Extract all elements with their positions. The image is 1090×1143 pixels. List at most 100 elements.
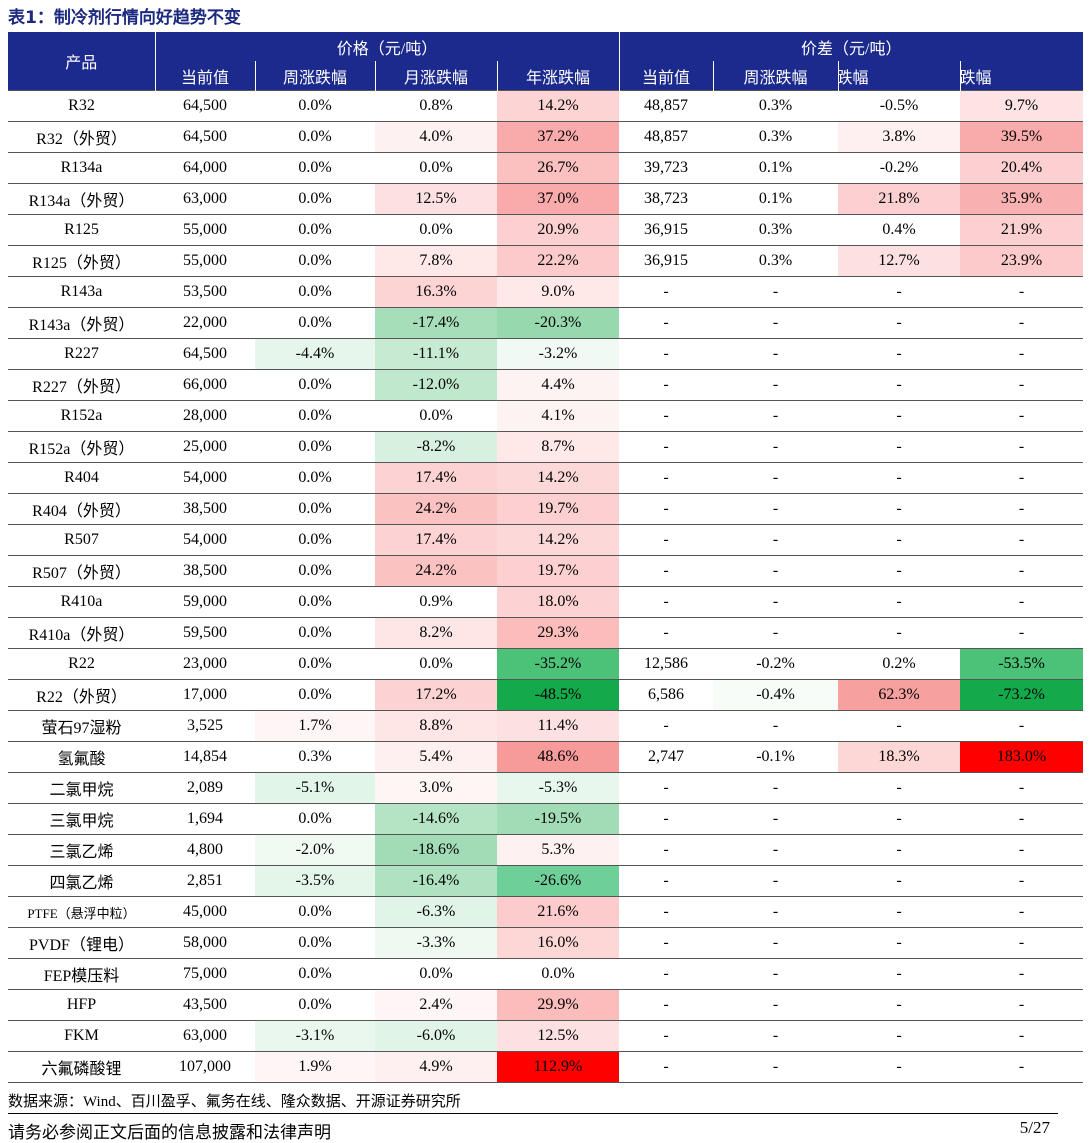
value-cell: 4,800 [155,834,255,866]
divider [8,1113,1058,1114]
value-cell: 17.4% [375,462,497,494]
value-cell: - [713,896,839,928]
value-cell: - [838,400,961,432]
value-cell: 8.7% [497,431,620,463]
value-cell: -3.2% [497,338,620,370]
value-cell: - [619,772,714,804]
value-cell: 14.2% [497,524,620,556]
table-row: FKM 63,000 -3.1% -6.0% 12.5% - - - - [8,1020,1084,1052]
value-cell: - [960,400,1084,432]
value-cell: 5.3% [497,834,620,866]
value-cell: 19.7% [497,555,620,587]
value-cell: - [713,493,839,525]
value-cell: -6.3% [375,896,497,928]
value-cell: - [960,865,1084,897]
value-cell: - [838,276,961,308]
value-cell: - [619,1020,714,1052]
value-cell: 12.5% [497,1020,620,1052]
value-cell: 12.5% [375,183,497,215]
value-cell: 63,000 [155,183,255,215]
value-cell: 18.0% [497,586,620,618]
value-cell: - [838,1020,961,1052]
value-cell: 24.2% [375,493,497,525]
value-cell: - [838,586,961,618]
product-cell: R227（外贸） [8,369,155,401]
table-row: R152a（外贸） 25,000 0.0% -8.2% 8.7% - - - - [8,431,1084,463]
value-cell: -3.5% [255,865,375,897]
value-cell: -0.1% [713,741,839,773]
value-cell: - [619,989,714,1021]
value-cell: 0.9% [375,586,497,618]
value-cell: - [838,617,961,649]
product-cell: R32（外贸） [8,121,155,153]
value-cell: 0.3% [713,121,839,153]
value-cell: - [838,989,961,1021]
value-cell: 0.0% [255,431,375,463]
product-cell: 氢氟酸 [8,741,155,773]
value-cell: 0.0% [255,369,375,401]
value-cell: - [619,958,714,990]
value-cell: 4.4% [497,369,620,401]
header-cell: 年涨跌幅 [959,61,1084,91]
value-cell: 0.0% [255,493,375,525]
table-title: 表1：制冷剂行情向好趋势不变 [8,8,241,28]
value-cell: - [960,958,1084,990]
value-cell: - [960,307,1084,339]
value-cell: - [713,617,839,649]
value-cell: 2,851 [155,865,255,897]
value-cell: 1.7% [255,710,375,742]
value-cell: - [960,524,1084,556]
value-cell: - [960,555,1084,587]
value-cell: -14.6% [375,803,497,835]
product-cell: R507 [8,524,155,556]
product-cell: R227 [8,338,155,370]
table-row: R134a（外贸） 63,000 0.0% 12.5% 37.0% 38,723 0.1% 2… [8,183,1084,215]
value-cell: - [838,710,961,742]
value-cell: - [619,803,714,835]
value-cell: - [619,555,714,587]
value-cell: - [960,617,1084,649]
table-row: R134a 64,000 0.0% 0.0% 26.7% 39,723 0.1% -0.2% 2… [8,152,1084,184]
value-cell: 12.7% [838,245,961,277]
table-row: R404（外贸） 38,500 0.0% 24.2% 19.7% - - - - [8,493,1084,525]
value-cell: -19.5% [497,803,620,835]
value-cell: -12.0% [375,369,497,401]
value-cell: - [838,431,961,463]
table-row: R404 54,000 0.0% 17.4% 14.2% - - - - [8,462,1084,494]
value-cell: 45,000 [155,896,255,928]
value-cell: 14,854 [155,741,255,773]
value-cell: - [713,865,839,897]
header-cell: 周涨跌幅 [254,61,375,91]
value-cell: - [713,834,839,866]
value-cell: - [619,338,714,370]
value-cell: 28,000 [155,400,255,432]
value-cell: 0.0% [255,276,375,308]
value-cell: - [838,865,961,897]
value-cell: - [838,927,961,959]
value-cell: 0.3% [255,741,375,773]
value-cell: 64,500 [155,121,255,153]
value-cell: - [713,338,839,370]
product-cell: 三氯甲烷 [8,803,155,835]
value-cell: - [838,1051,961,1083]
value-cell: - [713,803,839,835]
value-cell: - [838,834,961,866]
value-cell: 3.0% [375,772,497,804]
value-cell: - [960,1020,1084,1052]
value-cell: - [960,834,1084,866]
value-cell: - [619,617,714,649]
value-cell: 0.0% [375,214,497,246]
value-cell: 8.8% [375,710,497,742]
value-cell: 9.7% [960,90,1084,122]
value-cell: 59,500 [155,617,255,649]
table-row: R410a 59,000 0.0% 0.9% 18.0% - - - - [8,586,1084,618]
header-cell: 月涨跌幅 [837,61,961,91]
value-cell: 0.0% [255,989,375,1021]
product-cell: 六氟磷酸锂 [8,1051,155,1083]
page-number: 5/27 [1019,1118,1050,1137]
value-cell: 12,586 [619,648,714,680]
product-cell: R152a [8,400,155,432]
product-cell: R22 [8,648,155,680]
table-row: 萤石97湿粉 3,525 1.7% 8.8% 11.4% - - - - [8,710,1084,742]
